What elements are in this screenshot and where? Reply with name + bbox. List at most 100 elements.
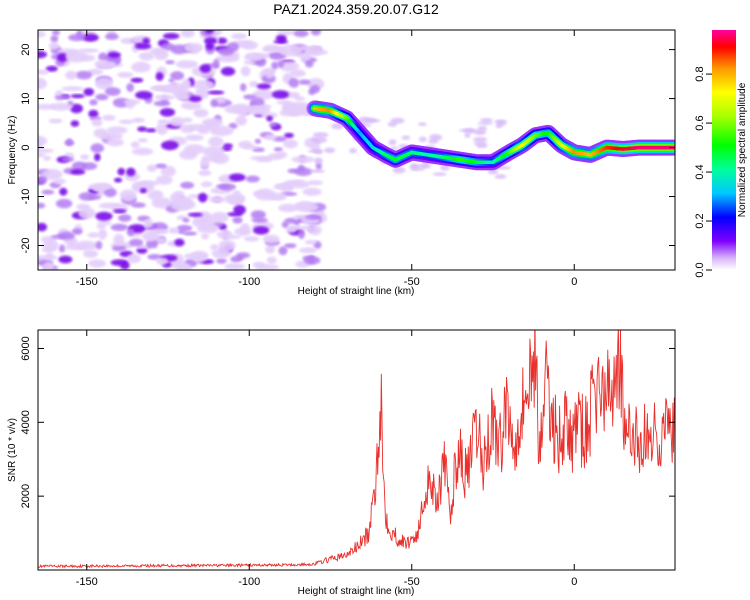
noise-blob xyxy=(181,78,192,91)
noise-blob xyxy=(135,90,153,100)
noise-blob xyxy=(145,128,157,133)
noise-blob xyxy=(180,181,195,189)
noise-blob xyxy=(167,262,191,269)
noise-blob xyxy=(291,156,315,163)
noise-blob xyxy=(308,88,315,96)
noise-blob xyxy=(239,106,247,119)
snr-ylabel: SNR (10 * v/v) xyxy=(7,418,18,482)
x-tick-label: -100 xyxy=(238,276,260,288)
noise-blob xyxy=(249,81,259,88)
noise-blob xyxy=(252,261,266,268)
noise-blob xyxy=(88,259,107,268)
noise-blob xyxy=(95,93,109,101)
noise-blob xyxy=(155,163,167,169)
noise-blob xyxy=(106,126,128,135)
x-tick-label: -150 xyxy=(76,576,98,588)
colorbar: 0.0 0.2 0.4 0.6 0.8 Normalized spectral ampl… xyxy=(694,30,748,278)
noise-blob xyxy=(95,211,113,221)
noise-blob xyxy=(240,223,251,234)
noise-blob xyxy=(256,156,273,163)
noise-blob xyxy=(55,198,73,209)
noise-blob xyxy=(473,137,488,142)
noise-blob xyxy=(182,117,193,123)
noise-blob xyxy=(283,139,298,149)
colorbar-tick-label: 0.8 xyxy=(694,66,706,81)
x-tick-label: -50 xyxy=(404,576,420,588)
noise-blob xyxy=(278,246,288,256)
noise-blob xyxy=(142,231,159,242)
noise-blob xyxy=(38,135,48,147)
noise-blob xyxy=(463,128,476,134)
noise-blob xyxy=(78,192,96,201)
noise-blob xyxy=(392,166,406,174)
noise-blob xyxy=(58,255,73,264)
noise-blob xyxy=(312,132,329,138)
noise-blob xyxy=(125,99,135,109)
chart-title: PAZ1.2024.359.20.07.G12 xyxy=(273,1,439,17)
noise-blob xyxy=(119,189,137,202)
noise-blob xyxy=(131,202,146,208)
noise-blob xyxy=(256,83,272,90)
noise-blob xyxy=(64,244,87,251)
noise-blob xyxy=(43,155,52,161)
y-tick-label: 2000 xyxy=(20,484,32,508)
noise-blob xyxy=(70,169,86,175)
noise-blob xyxy=(118,119,134,125)
noise-blob xyxy=(130,77,144,83)
noise-blob xyxy=(88,109,99,118)
noise-blob xyxy=(38,50,47,59)
colorbar-tick-label: 0.4 xyxy=(694,164,706,179)
noise-blob xyxy=(70,94,85,99)
noise-blob xyxy=(176,224,193,232)
noise-blob xyxy=(440,164,450,171)
noise-blob xyxy=(131,147,154,156)
noise-blob xyxy=(160,165,176,177)
spectrogram-ylabel: Frequency (Hz) xyxy=(7,116,18,185)
noise-blob xyxy=(204,37,217,45)
noise-blob xyxy=(117,167,126,176)
noise-blob xyxy=(41,247,54,253)
y-tick-label: 10 xyxy=(20,92,32,104)
noise-blob xyxy=(309,169,325,173)
noise-blob xyxy=(201,118,223,128)
noise-blob xyxy=(130,141,140,149)
noise-blob xyxy=(187,212,203,217)
noise-blob xyxy=(299,247,318,254)
noise-blob xyxy=(297,164,305,173)
noise-blob xyxy=(117,72,134,78)
noise-blob xyxy=(78,207,96,219)
noise-blob xyxy=(142,37,150,45)
noise-blob xyxy=(106,138,124,147)
x-tick-label: -150 xyxy=(76,276,98,288)
noise-blob xyxy=(131,117,145,123)
noise-blob xyxy=(311,136,327,144)
noise-blob xyxy=(277,60,285,68)
noise-blob xyxy=(61,157,75,162)
noise-blob xyxy=(211,248,231,259)
noise-blob xyxy=(387,121,398,127)
noise-blob xyxy=(304,239,317,245)
noise-blob xyxy=(180,30,195,38)
noise-blob xyxy=(54,95,71,100)
noise-blob xyxy=(252,190,269,197)
noise-blob xyxy=(253,226,270,235)
noise-blob xyxy=(38,77,47,90)
noise-blob xyxy=(229,173,246,182)
noise-blob xyxy=(278,44,303,57)
snr-axes: -150 -100 -50 0 2000 4000 6000 xyxy=(20,330,675,588)
noise-blob xyxy=(41,189,55,195)
signal-ridge xyxy=(306,100,675,171)
noise-blob xyxy=(288,78,300,88)
y-tick-label: -20 xyxy=(20,238,32,254)
noise-blob xyxy=(298,79,311,85)
noise-blob xyxy=(83,249,99,258)
noise-blob xyxy=(38,222,48,232)
noise-blob xyxy=(268,122,278,127)
noise-blob xyxy=(95,77,113,90)
noise-blob xyxy=(210,99,218,108)
noise-blob xyxy=(216,258,227,264)
noise-blob xyxy=(139,188,147,194)
noise-blob xyxy=(71,228,83,235)
noise-blob xyxy=(245,175,260,183)
